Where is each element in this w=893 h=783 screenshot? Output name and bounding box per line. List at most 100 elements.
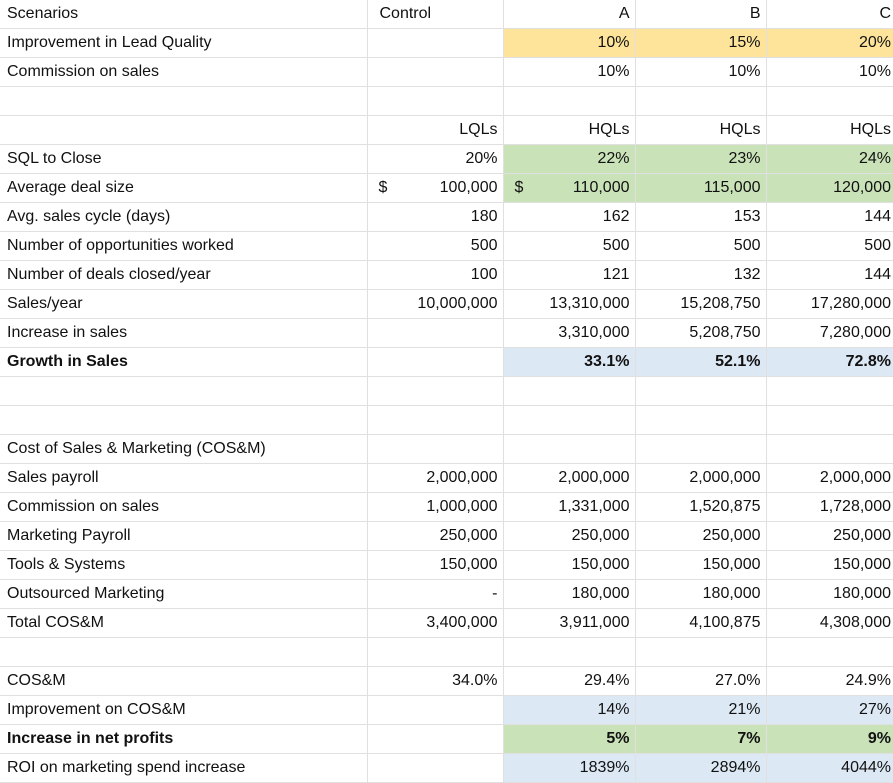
cell: 2,000,000 <box>765 463 893 493</box>
table-row: Total COS&M 3,400,000 3,911,000 4,100,875 4,… <box>0 608 893 638</box>
cell: 3,400,000 <box>366 608 504 638</box>
table-row <box>0 405 893 435</box>
table-row: Sales payroll 2,000,000 2,000,000 2,000,000… <box>0 463 893 493</box>
currency-symbol: $ <box>378 179 388 196</box>
cell: 250,000 <box>765 521 893 551</box>
cell: 27% <box>765 695 893 725</box>
cell <box>634 405 767 435</box>
cell: 100 <box>366 260 504 290</box>
cell <box>765 86 893 116</box>
cell: 500 <box>634 231 767 261</box>
table-row: Growth in Sales 33.1% 52.1% 72.8% <box>0 347 893 377</box>
cell: 20% <box>366 144 504 174</box>
row-label: COS&M <box>0 666 368 696</box>
cell: 22% <box>502 144 636 174</box>
row-label: Scenarios <box>0 0 368 29</box>
cell <box>502 86 636 116</box>
table-row: Commission on sales 10% 10% 10% <box>0 57 893 87</box>
cell: 180,000 <box>502 579 636 609</box>
cell <box>366 28 504 58</box>
cell: 1,331,000 <box>502 492 636 522</box>
row-label: Improvement on COS&M <box>0 695 368 725</box>
cell <box>502 434 636 464</box>
cell: 10% <box>634 57 767 87</box>
cell: 24.9% <box>765 666 893 696</box>
amount: 100,000 <box>439 179 498 196</box>
cell <box>634 86 767 116</box>
cell: 115,000 <box>634 173 767 203</box>
cell <box>634 637 767 667</box>
cell: 15% <box>634 28 767 58</box>
row-label <box>0 376 368 406</box>
cell: 4,308,000 <box>765 608 893 638</box>
row-label: Improvement in Lead Quality <box>0 28 368 58</box>
row-label: Sales/year <box>0 289 368 319</box>
cell: 250,000 <box>502 521 636 551</box>
cell <box>366 434 504 464</box>
cell <box>366 724 504 754</box>
table-row <box>0 376 893 406</box>
row-label: Marketing Payroll <box>0 521 368 551</box>
cell <box>366 695 504 725</box>
table-row: Scenarios Control A B C <box>0 0 893 29</box>
cell: 3,310,000 <box>502 318 636 348</box>
table-row: Outsourced Marketing -180,000 180,000 180,0… <box>0 579 893 609</box>
table-row: Avg. sales cycle (days) 180 162 153 144 <box>0 202 893 232</box>
row-label: Increase in sales <box>0 318 368 348</box>
table-row: Marketing Payroll 250,000 250,000 250,000 25… <box>0 521 893 551</box>
cell: 1,520,875 <box>634 492 767 522</box>
cell: 121 <box>502 260 636 290</box>
cell: 1839% <box>502 753 636 783</box>
cell: 2,000,000 <box>366 463 504 493</box>
cell <box>634 434 767 464</box>
cell: 5,208,750 <box>634 318 767 348</box>
cell <box>366 405 504 435</box>
table-row: Number of deals closed/year 100 121 132 144 <box>0 260 893 290</box>
table-row: Cost of Sales & Marketing (COS&M) <box>0 434 893 464</box>
cell: 10% <box>502 57 636 87</box>
currency-symbol: $ <box>514 179 524 196</box>
row-label: Total COS&M <box>0 608 368 638</box>
cell <box>765 405 893 435</box>
cell: 24% <box>765 144 893 174</box>
table-row: Improvement in Lead Quality 10% 15% 20% <box>0 28 893 58</box>
cell: Control <box>366 0 504 29</box>
cell <box>366 318 504 348</box>
cell <box>634 376 767 406</box>
row-label: Growth in Sales <box>0 347 368 377</box>
cell: 2,000,000 <box>502 463 636 493</box>
table-row <box>0 86 893 116</box>
cell: 33.1% <box>502 347 636 377</box>
cell: 2894% <box>634 753 767 783</box>
cell <box>366 753 504 783</box>
row-label: Commission on sales <box>0 492 368 522</box>
cell <box>765 376 893 406</box>
table-row <box>0 637 893 667</box>
cell: 7,280,000 <box>765 318 893 348</box>
cell: 5% <box>502 724 636 754</box>
cell: 27.0% <box>634 666 767 696</box>
cell <box>765 637 893 667</box>
row-label: Number of opportunities worked <box>0 231 368 261</box>
table-row: Commission on sales 1,000,000 1,331,000 1,5… <box>0 492 893 522</box>
row-label: Outsourced Marketing <box>0 579 368 609</box>
table-row: COS&M 34.0% 29.4% 27.0% 24.9% <box>0 666 893 696</box>
cell: 500 <box>366 231 504 261</box>
table-row: Sales/year 10,000,000 13,310,000 15,208,750… <box>0 289 893 319</box>
cell: 144 <box>765 202 893 232</box>
cell: 21% <box>634 695 767 725</box>
cell: 17,280,000 <box>765 289 893 319</box>
cell: 500 <box>502 231 636 261</box>
cell: HQLs <box>765 115 893 145</box>
cell: 150,000 <box>502 550 636 580</box>
cell <box>502 376 636 406</box>
cell: 7% <box>634 724 767 754</box>
cell: LQLs <box>366 115 504 145</box>
cell: HQLs <box>634 115 767 145</box>
cell: 3,911,000 <box>502 608 636 638</box>
row-label <box>0 115 368 145</box>
table-row: Number of opportunities worked 500 500 500 5… <box>0 231 893 261</box>
cell <box>765 434 893 464</box>
